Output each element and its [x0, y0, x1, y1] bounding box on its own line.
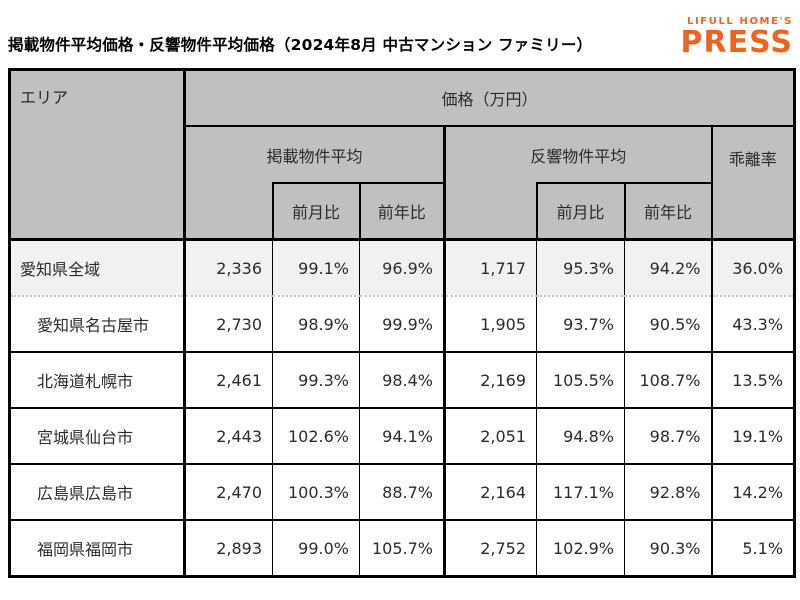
response-avg-cell: 1,905 [444, 296, 537, 353]
divergence-cell: 13.5% [711, 352, 795, 409]
listed-avg-cell: 2,730 [184, 296, 273, 353]
listed-average-spacer-cell [183, 183, 274, 241]
column-header-area: エリア [8, 68, 186, 241]
listed-mom-cell: 99.3% [272, 352, 360, 409]
response-yoy-cell: 92.8% [624, 464, 713, 521]
response-mom-cell: 93.7% [536, 296, 625, 353]
response-yoy-cell: 94.2% [624, 239, 713, 297]
response-avg-cell: 2,051 [444, 408, 537, 465]
listed-mom-cell: 98.9% [272, 296, 360, 353]
area-cell: 愛知県名古屋市 [9, 296, 186, 353]
logo-text-lifull-homes: LIFULL HOME'S [687, 16, 793, 27]
response-yoy-cell: 90.3% [624, 520, 713, 578]
table-row-fukuoka: 福岡県福岡市 2,893 99.0% 105.7% 2,752 102.9% 9… [9, 520, 795, 578]
response-yoy-cell: 90.5% [624, 296, 713, 353]
listed-mom-cell: 100.3% [272, 464, 360, 521]
listed-mom-cell: 102.6% [272, 408, 360, 465]
divergence-cell: 19.1% [711, 408, 795, 465]
response-yoy-cell: 98.7% [624, 408, 713, 465]
response-avg-cell: 2,169 [444, 352, 537, 409]
divergence-cell: 43.3% [711, 296, 795, 353]
table-row-sapporo: 北海道札幌市 2,461 99.3% 98.4% 2,169 105.5% 10… [9, 352, 795, 409]
area-cell: 福岡県福岡市 [9, 520, 186, 578]
listed-avg-cell: 2,443 [184, 408, 273, 465]
response-mom-cell: 94.8% [536, 408, 625, 465]
listed-avg-cell: 2,893 [184, 520, 273, 578]
figure-title: 掲載物件平均価格・反響物件平均価格（2024年8月 中古マンション ファミリー） [8, 36, 593, 54]
listed-avg-cell: 2,461 [184, 352, 273, 409]
divergence-cell: 14.2% [711, 464, 795, 521]
listed-mom-cell: 99.1% [272, 239, 360, 297]
table-row-aichi-zeniki: 愛知県全域 2,336 99.1% 96.9% 1,717 95.3% 94.2… [9, 239, 795, 297]
response-mom-cell: 117.1% [536, 464, 625, 521]
listed-avg-cell: 2,470 [184, 464, 273, 521]
logo-text-press: PRESS [680, 25, 793, 60]
listed-yoy-cell: 88.7% [359, 464, 446, 521]
area-cell: 宮城県仙台市 [9, 408, 186, 465]
response-mom-cell: 105.5% [536, 352, 625, 409]
response-average-spacer-cell [443, 183, 538, 241]
divergence-cell: 5.1% [711, 520, 795, 578]
area-cell: 愛知県全域 [9, 239, 186, 297]
listed-yoy-cell: 99.9% [359, 296, 446, 353]
listed-avg-cell: 2,336 [184, 239, 273, 297]
response-avg-cell: 2,752 [444, 520, 537, 578]
table-row-nagoya: 愛知県名古屋市 2,730 98.9% 99.9% 1,905 93.7% 90… [9, 296, 795, 353]
lifull-homes-press-logo[interactable]: LIFULL HOME'S PRESS [681, 17, 793, 58]
listed-yoy-cell: 105.7% [359, 520, 446, 578]
area-cell: 北海道札幌市 [9, 352, 186, 409]
column-header-divergence-rate: 乖離率 [710, 125, 796, 241]
area-cell: 広島県広島市 [9, 464, 186, 521]
table-row-sendai: 宮城県仙台市 2,443 102.6% 94.1% 2,051 94.8% 98… [9, 408, 795, 465]
table-row-hiroshima: 広島県広島市 2,470 100.3% 88.7% 2,164 117.1% 9… [9, 464, 795, 521]
response-avg-cell: 1,717 [444, 239, 537, 297]
response-mom-cell: 95.3% [536, 239, 625, 297]
listed-yoy-cell: 94.1% [359, 408, 446, 465]
column-header-price-unit: 価格（万円） [183, 68, 796, 127]
listed-yoy-cell: 98.4% [359, 352, 446, 409]
divergence-cell: 36.0% [711, 239, 795, 297]
column-header-listed-yoy: 前年比 [358, 182, 446, 241]
table-body: 愛知県全域 2,336 99.1% 96.9% 1,717 95.3% 94.2… [9, 239, 795, 578]
column-group-listed-average: 掲載物件平均 [183, 125, 446, 183]
column-header-response-mom: 前月比 [535, 182, 626, 241]
column-header-response-yoy: 前年比 [623, 182, 713, 241]
listed-yoy-cell: 96.9% [359, 239, 446, 297]
price-table: エリア 価格（万円） 掲載物件平均 反響物件平均 乖離率 前月比 前年比 前月比… [8, 68, 797, 578]
response-mom-cell: 102.9% [536, 520, 625, 578]
table-header: エリア 価格（万円） 掲載物件平均 反響物件平均 乖離率 前月比 前年比 前月比… [8, 68, 796, 241]
response-avg-cell: 2,164 [444, 464, 537, 521]
listed-mom-cell: 99.0% [272, 520, 360, 578]
response-yoy-cell: 108.7% [624, 352, 713, 409]
column-header-listed-mom: 前月比 [271, 182, 361, 241]
column-group-response-average: 反響物件平均 [443, 125, 713, 183]
